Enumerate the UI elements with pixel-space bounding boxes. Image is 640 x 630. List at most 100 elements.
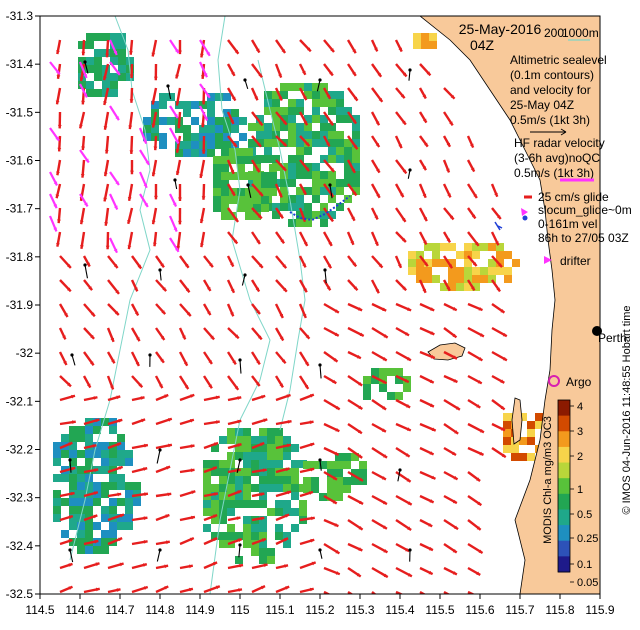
chl-pixel — [243, 444, 251, 452]
chl-pixel — [424, 243, 432, 251]
hf-velocity-arrow — [251, 375, 261, 387]
chl-pixel — [503, 421, 511, 429]
hf-velocity-arrow — [395, 590, 404, 594]
chl-pixel — [456, 275, 464, 283]
glider-legend-line-2: slocum_glide~0m — [538, 203, 632, 217]
chl-pixel — [343, 461, 351, 469]
drifter-arrow — [169, 127, 180, 145]
chl-pixel — [496, 251, 504, 259]
hf-velocity-arrow — [467, 398, 481, 409]
colorbar-tick-label: 4 — [577, 401, 583, 413]
hf-velocity-arrow — [275, 393, 291, 402]
hf-velocity-arrow — [491, 374, 505, 384]
chl-pixel — [109, 522, 117, 530]
chl-pixel — [248, 139, 256, 147]
chl-pixel — [424, 275, 432, 283]
hf-velocity-arrow — [419, 63, 432, 77]
y-tick-label: -31.8 — [6, 250, 34, 264]
x-tick-label: 114.6 — [65, 603, 94, 617]
chl-pixel — [93, 426, 101, 434]
chl-pixel — [77, 490, 85, 498]
hf-velocity-arrow — [347, 350, 362, 360]
chl-pixel — [296, 219, 304, 227]
chl-pixel — [272, 155, 280, 163]
chl-pixel — [379, 368, 387, 376]
hf-velocity-arrow — [203, 561, 218, 570]
chl-pixel — [320, 115, 328, 123]
chl-pixel — [352, 115, 360, 123]
y-tick-label: -32.4 — [6, 539, 34, 553]
altimetry-arrow — [328, 183, 333, 199]
chl-pixel — [304, 131, 312, 139]
chl-pixel — [94, 57, 102, 65]
chl-pixel — [456, 283, 464, 291]
chl-pixel — [269, 172, 277, 180]
altimetry-velocity-arrows — [68, 60, 412, 563]
chl-pixel — [231, 109, 239, 117]
chl-pixel — [320, 187, 328, 195]
chl-pixel — [296, 171, 304, 179]
hf-velocity-arrow — [59, 466, 76, 474]
hf-velocity-arrow — [152, 231, 158, 247]
chl-pixel — [344, 163, 352, 171]
chl-pixel — [219, 476, 227, 484]
hf-velocity-arrow — [347, 423, 363, 435]
chl-pixel — [245, 212, 253, 220]
chl-pixel — [288, 131, 296, 139]
chl-pixel — [143, 125, 151, 133]
hf-velocity-arrow — [155, 585, 169, 594]
chl-pixel — [125, 490, 133, 498]
colorbar-swatch — [558, 493, 570, 510]
chl-pixel — [296, 203, 304, 211]
chl-pixel — [344, 107, 352, 115]
chl-pixel — [253, 204, 261, 212]
hf-velocity-arrow — [442, 135, 452, 148]
chl-pixel — [336, 139, 344, 147]
chl-pixel — [488, 275, 496, 283]
hf-velocity-arrow — [59, 514, 74, 522]
chl-pixel — [363, 384, 371, 392]
chl-pixel — [327, 461, 335, 469]
chl-pixel — [503, 445, 511, 453]
chl-pixel — [296, 211, 304, 219]
chl-pixel — [213, 172, 221, 180]
hf-velocity-arrow — [443, 590, 451, 594]
chl-pixel — [125, 506, 133, 514]
hf-velocity-arrow — [298, 303, 307, 319]
chl-pixel — [259, 524, 267, 532]
chl-pixel — [344, 171, 352, 179]
hf-velocity-arrow — [442, 111, 454, 127]
hf-velocity-arrow — [82, 255, 91, 268]
chl-pixel — [280, 203, 288, 211]
hf-velocity-arrow — [395, 87, 406, 99]
isobath-label-1000: 1000m — [562, 26, 599, 40]
chl-pixel — [272, 99, 280, 107]
chl-pixel — [117, 522, 125, 530]
chl-pixel — [328, 147, 336, 155]
hf-velocity-arrow — [371, 255, 384, 269]
chl-pixel — [85, 450, 93, 458]
chl-pixel — [227, 436, 235, 444]
hf-velocity-arrow — [275, 231, 286, 244]
hf-velocity-arrow — [55, 183, 62, 199]
chl-pixel — [69, 522, 77, 530]
chl-pixel — [429, 41, 437, 49]
chl-pixel — [496, 243, 504, 251]
hf-velocity-arrow — [467, 495, 483, 507]
chl-pixel — [183, 109, 191, 117]
altimetry-legend-line-2: (0.1m contours) — [510, 68, 594, 82]
chl-pixel — [159, 93, 167, 101]
chl-pixel — [267, 444, 275, 452]
hf-velocity-arrow — [129, 87, 134, 103]
chl-pixel — [239, 117, 247, 125]
chl-pixel — [351, 477, 359, 485]
hf-velocity-arrow — [370, 159, 381, 174]
hf-velocity-arrow — [371, 542, 389, 554]
hf-velocity-arrow — [418, 279, 427, 294]
chl-pixel — [251, 452, 259, 460]
chl-pixel — [352, 171, 360, 179]
altimetry-arrow — [156, 448, 162, 464]
hf-velocity-arrow — [200, 39, 206, 58]
hf-velocity-arrow — [251, 135, 262, 148]
chl-pixel — [283, 436, 291, 444]
